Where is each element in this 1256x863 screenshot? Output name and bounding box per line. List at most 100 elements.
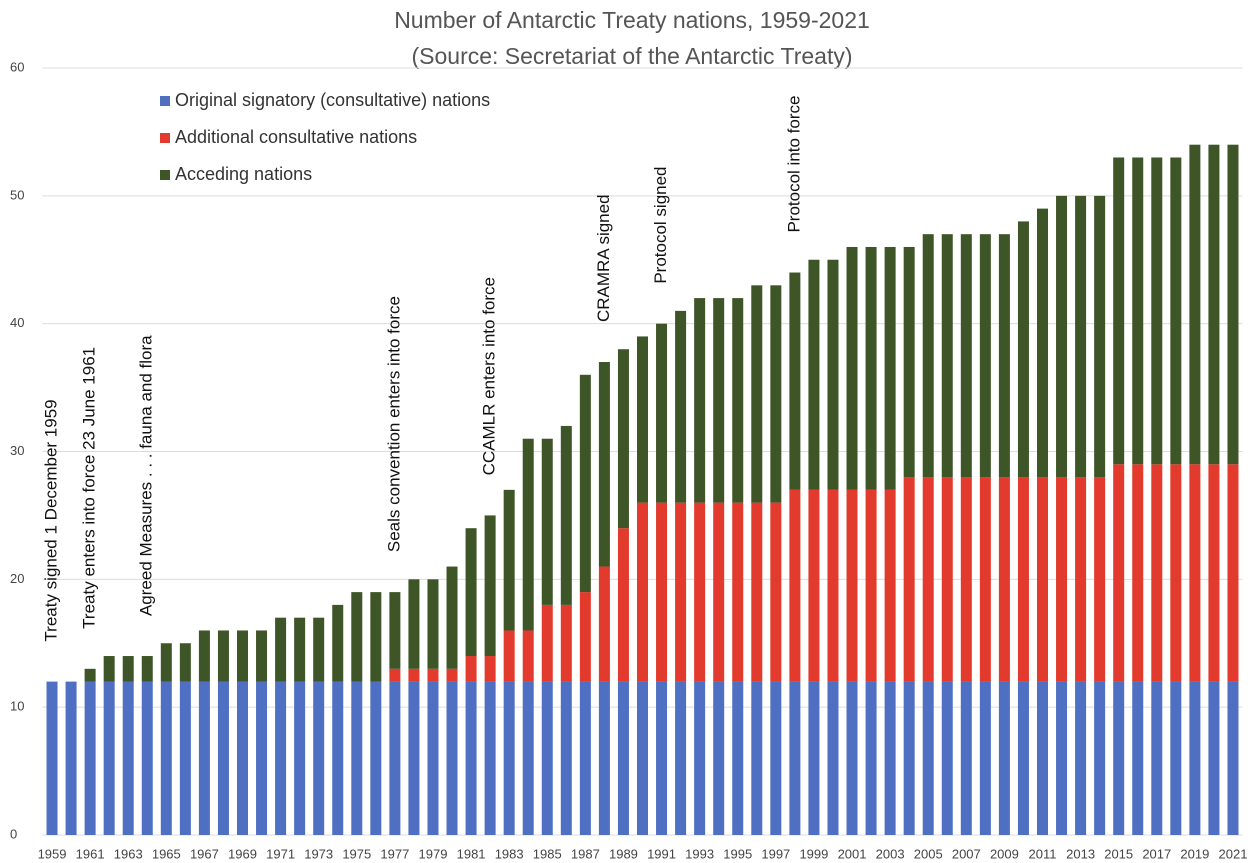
- bar-segment: [998, 681, 1010, 835]
- bar-segment: [503, 489, 515, 631]
- bar-segment: [389, 668, 401, 682]
- bar-segment: [1113, 157, 1125, 465]
- bar-segment: [941, 681, 953, 835]
- bar-segment: [179, 681, 191, 835]
- bar-segment: [789, 489, 801, 682]
- bar-segment: [979, 681, 991, 835]
- bar-segment: [922, 477, 934, 682]
- bar-segment: [522, 630, 534, 682]
- bar-segment: [503, 681, 515, 835]
- annotation: CCAMLR enters into force: [480, 277, 499, 475]
- bar-segment: [1037, 208, 1048, 478]
- bar-segment: [351, 592, 363, 682]
- x-tick-label: 1959: [38, 846, 67, 861]
- x-tick-label: 1961: [76, 846, 105, 861]
- bar-segment: [408, 668, 420, 682]
- bar-segment: [389, 592, 401, 669]
- x-tick-label: 2013: [1066, 846, 1095, 861]
- bar-segment: [656, 681, 668, 835]
- bar-segment: [1017, 681, 1029, 835]
- bar-segment: [1189, 464, 1201, 682]
- bar-segment: [1037, 477, 1048, 682]
- y-tick-label: 40: [10, 315, 24, 330]
- bar-segment: [484, 656, 496, 682]
- bar-segment: [732, 298, 744, 503]
- bar-segment: [1227, 464, 1239, 682]
- bar-segment: [1075, 477, 1087, 682]
- x-tick-label: 1975: [342, 846, 371, 861]
- bar-segment: [846, 489, 858, 682]
- x-tick-label: 2009: [990, 846, 1019, 861]
- annotation: CRAMRA signed: [594, 194, 613, 322]
- bar-segment: [694, 502, 706, 682]
- bar-segment: [1056, 681, 1068, 835]
- bar-segment: [694, 298, 706, 503]
- legend-label: Acceding nations: [175, 164, 312, 184]
- bar-segment: [465, 681, 477, 835]
- x-tick-label: 1973: [304, 846, 333, 861]
- bar-segment: [941, 477, 953, 682]
- bar-segment: [408, 579, 420, 669]
- bar-segment: [160, 643, 172, 682]
- bar-segment: [770, 285, 782, 503]
- bar-segment: [979, 477, 991, 682]
- x-tick-label: 1985: [533, 846, 562, 861]
- bar-segment: [1075, 195, 1087, 478]
- bar-segment: [1075, 681, 1087, 835]
- x-tick-label: 2007: [952, 846, 981, 861]
- bar-segment: [560, 604, 572, 682]
- bar-segment: [998, 234, 1010, 478]
- bar-segment: [865, 489, 877, 682]
- bar-segment: [541, 438, 553, 605]
- bar-segment: [617, 528, 629, 682]
- x-tick-label: 2003: [876, 846, 905, 861]
- bar-segment: [846, 681, 858, 835]
- bar-segment: [960, 234, 972, 478]
- bar-segment: [598, 362, 610, 567]
- bar-segment: [960, 681, 972, 835]
- x-tick-label: 1995: [723, 846, 752, 861]
- bar-segment: [656, 323, 668, 503]
- bar-segment: [65, 681, 77, 835]
- bar-segment: [560, 425, 572, 605]
- bar-segment: [541, 604, 553, 682]
- y-tick-label: 20: [10, 571, 24, 586]
- bar-segment: [389, 681, 401, 835]
- y-tick-label: 30: [10, 443, 24, 458]
- bar-segment: [141, 656, 153, 682]
- bar-segment: [446, 566, 458, 669]
- bar-segment: [598, 681, 610, 835]
- bar-segment: [770, 681, 782, 835]
- x-tick-label: 1989: [609, 846, 638, 861]
- bar-segment: [922, 681, 934, 835]
- bar-segment: [237, 681, 248, 835]
- annotation: Treaty signed 1 December 1959: [42, 399, 61, 641]
- bar-segment: [884, 681, 896, 835]
- bar-segment: [1113, 681, 1125, 835]
- bar-segment: [1227, 681, 1239, 835]
- bar-segment: [789, 681, 801, 835]
- bar-segment: [694, 681, 706, 835]
- bar-segment: [1170, 464, 1182, 682]
- bar-segment: [675, 681, 687, 835]
- bar-segment: [503, 630, 515, 682]
- bar-segment: [198, 681, 210, 835]
- annotation: Protocol signed: [651, 166, 670, 283]
- bar-segment: [808, 681, 820, 835]
- bar-segment: [370, 592, 382, 682]
- bar-segment: [579, 681, 591, 835]
- bar-segment: [370, 681, 382, 835]
- bar-segment: [1017, 477, 1029, 682]
- annotation: Seals convention enters into force: [384, 296, 403, 552]
- chart-subtitle: (Source: Secretariat of the Antarctic Tr…: [411, 43, 852, 69]
- bar-segment: [275, 681, 287, 835]
- bar-segment: [522, 438, 534, 631]
- bar-segment: [217, 681, 229, 835]
- bar-segment: [560, 681, 572, 835]
- y-tick-label: 10: [10, 699, 24, 714]
- bar-segment: [465, 528, 477, 657]
- bar-segment: [1227, 144, 1239, 465]
- x-tick-label: 2005: [914, 846, 943, 861]
- bar-segment: [808, 489, 820, 682]
- bar-segment: [732, 502, 744, 682]
